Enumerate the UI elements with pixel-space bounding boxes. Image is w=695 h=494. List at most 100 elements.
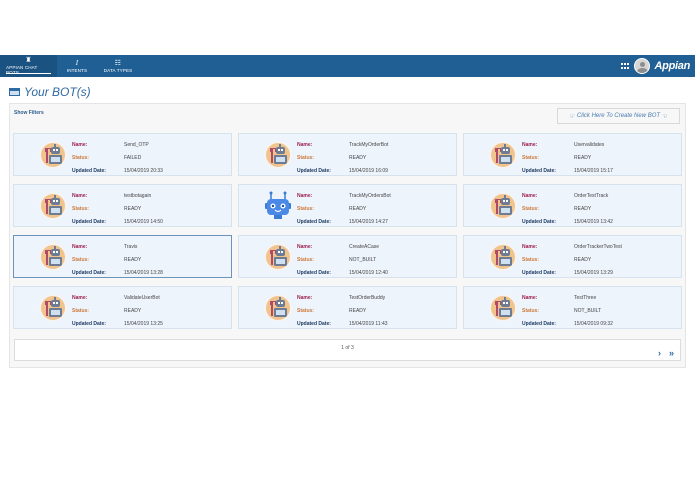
bot-card[interactable]: Name: TrackMyOrderBot Status: READY Upda…	[238, 133, 457, 176]
app-launcher-icon[interactable]	[620, 63, 629, 69]
orange-bot-avatar-icon	[264, 294, 292, 322]
bot-status: NOT_BUILT	[574, 307, 602, 314]
bot-updated-date: 15/04/2019 15:17	[574, 167, 613, 174]
bot-card[interactable]: Name: ValidateUserBot Status: READY Upda…	[13, 286, 232, 329]
tab-appian-chat-bots[interactable]: ♜ APPIAN CHAT BOTS	[0, 55, 57, 77]
bot-card[interactable]: Name: Travis Status: READY Updated Date:…	[13, 235, 232, 278]
status-row: Status: READY	[297, 202, 452, 215]
name-label: Name:	[72, 243, 88, 250]
name-label: Name:	[522, 192, 538, 199]
name-row: Name: Uservalidates	[522, 138, 677, 151]
date-row: Updated Date: 15/04/2019 12:40	[297, 266, 452, 279]
orange-bot-avatar-icon	[39, 243, 67, 271]
bot-card[interactable]: Name: OrderTestTrack Status: READY Updat…	[463, 184, 682, 227]
bot-fields: Name: TrackMyOrdersBot Status: READY Upd…	[297, 189, 452, 228]
bot-name: OrderTestTrack	[574, 192, 609, 199]
status-row: Status: READY	[522, 202, 677, 215]
bot-updated-date: 15/04/2019 13:25	[124, 320, 163, 327]
date-row: Updated Date: 15/04/2019 20:33	[72, 164, 227, 177]
bot-updated-date: 15/04/2019 13:42	[574, 218, 613, 225]
status-label: Status:	[297, 154, 314, 161]
bot-card[interactable]: Name: CreateACase Status: NOT_BUILT Upda…	[238, 235, 457, 278]
top-navigation-bar: ♜ APPIAN CHAT BOTS I INTENTS ☷ DATA TYPE…	[0, 55, 695, 77]
status-label: Status:	[297, 307, 314, 314]
bot-card[interactable]: Name: TestThree Status: NOT_BUILT Update…	[463, 286, 682, 329]
status-row: Status: READY	[297, 304, 452, 317]
robot-icon: ♜	[25, 57, 32, 64]
orange-bot-avatar-icon	[489, 192, 517, 220]
updated-date-label: Updated Date:	[72, 320, 106, 327]
name-row: Name: TestOrderBuddy	[297, 291, 452, 304]
bot-name: TrackMyOrdersBot	[349, 192, 391, 199]
bot-card[interactable]: Name: testbotagain Status: READY Updated…	[13, 184, 232, 227]
updated-date-label: Updated Date:	[297, 167, 331, 174]
tab-label: INTENTS	[66, 67, 88, 73]
date-row: Updated Date: 15/04/2019 15:17	[522, 164, 677, 177]
show-filters-link[interactable]: Show Filters	[14, 110, 44, 116]
bot-name: CreateACase	[349, 243, 380, 250]
topbar-right: Appian	[620, 55, 695, 77]
bot-card[interactable]: Name: Send_OTP Status: FAILED Updated Da…	[13, 133, 232, 176]
next-page-icon[interactable]: ›	[658, 348, 661, 358]
bots-panel: Show Filters ☞ Click Here To Create New …	[9, 103, 686, 368]
date-row: Updated Date: 15/04/2019 13:42	[522, 215, 677, 228]
bot-status: READY	[574, 256, 592, 263]
status-row: Status: READY	[72, 304, 227, 317]
status-label: Status:	[522, 154, 539, 161]
appian-logo[interactable]: Appian	[654, 60, 691, 72]
updated-date-label: Updated Date:	[72, 269, 106, 276]
bot-fields: Name: Uservalidates Status: READY Update…	[522, 138, 677, 177]
last-page-icon[interactable]: »	[668, 348, 674, 358]
updated-date-label: Updated Date:	[522, 218, 556, 225]
date-row: Updated Date: 15/04/2019 13:29	[522, 266, 677, 279]
bot-status: READY	[349, 205, 367, 212]
page-title-text: Your BOT(s)	[24, 85, 91, 99]
name-row: Name: OrderTestTrack	[522, 189, 677, 202]
status-row: Status: READY	[297, 151, 452, 164]
orange-bot-avatar-icon	[489, 243, 517, 271]
status-label: Status:	[72, 205, 89, 212]
orange-bot-avatar-icon	[39, 294, 67, 322]
create-new-bot-button[interactable]: ☞ Click Here To Create New BOT ☜	[557, 108, 680, 124]
bot-status: NOT_BUILT	[349, 256, 377, 263]
bot-name: Uservalidates	[574, 141, 605, 148]
name-row: Name: Travis	[72, 240, 227, 253]
date-row: Updated Date: 15/04/2019 16:09	[297, 164, 452, 177]
orange-bot-avatar-icon	[39, 192, 67, 220]
status-label: Status:	[72, 307, 89, 314]
name-row: Name: CreateACase	[297, 240, 452, 253]
updated-date-label: Updated Date:	[297, 269, 331, 276]
bot-card[interactable]: Name: Uservalidates Status: READY Update…	[463, 133, 682, 176]
tab-data-types[interactable]: ☷ DATA TYPES	[97, 55, 139, 77]
updated-date-label: Updated Date:	[72, 167, 106, 174]
bot-name: TrackMyOrderBot	[349, 141, 389, 148]
bot-updated-date: 15/04/2019 14:27	[349, 218, 388, 225]
tab-intents[interactable]: I INTENTS	[57, 55, 97, 77]
status-row: Status: NOT_BUILT	[522, 304, 677, 317]
name-label: Name:	[297, 141, 313, 148]
name-label: Name:	[72, 192, 88, 199]
bot-card[interactable]: Name: OrderTrackerTwoTest Status: READY …	[463, 235, 682, 278]
blue-bot-avatar-icon	[265, 191, 291, 219]
bot-card[interactable]: Name: TrackMyOrdersBot Status: READY Upd…	[238, 184, 457, 227]
status-row: Status: NOT_BUILT	[297, 253, 452, 266]
date-row: Updated Date: 15/04/2019 09:32	[522, 317, 677, 330]
window-list-icon	[9, 88, 20, 96]
bot-updated-date: 15/04/2019 09:32	[574, 320, 613, 327]
bot-name: TestOrderBuddy	[349, 294, 386, 301]
orange-bot-avatar-icon	[264, 141, 292, 169]
pointing-hand-icon: ☜	[662, 113, 668, 120]
user-avatar[interactable]	[633, 58, 650, 74]
name-label: Name:	[72, 294, 88, 301]
name-label: Name:	[297, 192, 313, 199]
tab-label: APPIAN CHAT BOTS	[6, 65, 38, 75]
name-label: Name:	[297, 243, 313, 250]
status-row: Status: READY	[72, 202, 227, 215]
date-row: Updated Date: 15/04/2019 11:43	[297, 317, 452, 330]
bot-fields: Name: Send_OTP Status: FAILED Updated Da…	[72, 138, 227, 177]
bot-card[interactable]: Name: TestOrderBuddy Status: READY Updat…	[238, 286, 457, 329]
pointing-hand-icon: ☞	[569, 113, 575, 120]
status-row: Status: FAILED	[72, 151, 227, 164]
status-label: Status:	[297, 256, 314, 263]
bot-name: TestThree	[574, 294, 597, 301]
